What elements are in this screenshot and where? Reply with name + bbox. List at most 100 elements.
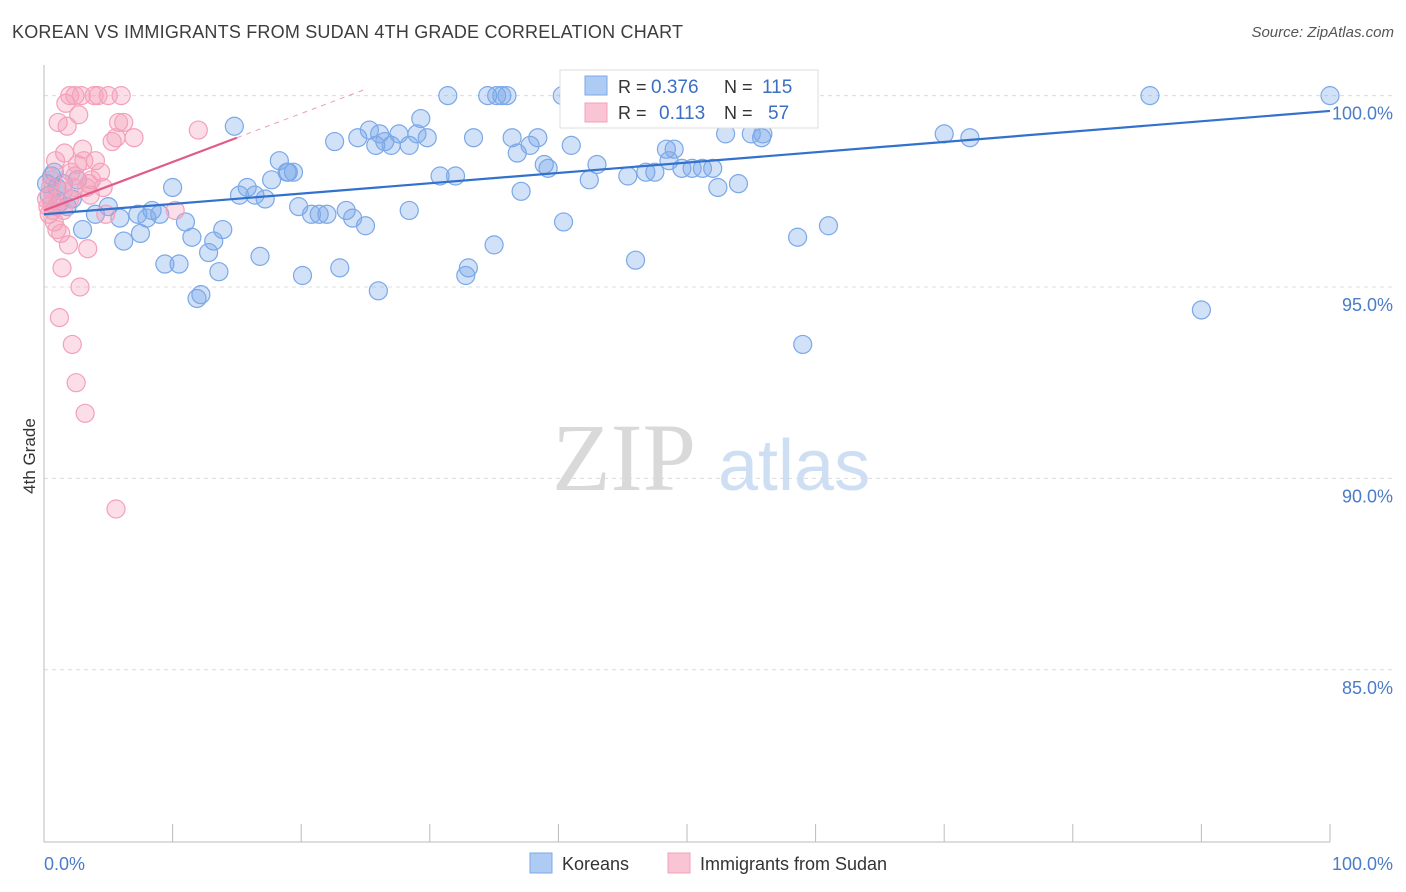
x-tick-label-left: 0.0% [44, 854, 85, 874]
point-koreans-102 [787, 227, 808, 247]
point-koreans-89 [656, 139, 677, 159]
point-koreans-42 [292, 265, 313, 286]
point-sudan-46 [102, 131, 122, 152]
point-koreans-64 [438, 86, 458, 106]
point-sudan-20 [60, 86, 80, 106]
point-koreans-67 [458, 258, 478, 278]
point-sudan-53 [165, 200, 185, 221]
point-koreans-37 [262, 170, 282, 190]
point-koreans-20 [155, 254, 175, 274]
point-koreans-48 [336, 200, 356, 221]
data-points [36, 86, 1340, 519]
point-koreans-36 [255, 189, 275, 209]
chart-title: KOREAN VS IMMIGRANTS FROM SUDAN 4TH GRAD… [12, 22, 684, 42]
point-koreans-96 [708, 177, 728, 198]
point-koreans-43 [301, 204, 322, 224]
point-koreans-14 [114, 231, 134, 251]
point-koreans-51 [355, 216, 376, 236]
point-koreans-31 [224, 116, 244, 136]
bottom-legend: Koreans Immigrants from Sudan [529, 852, 887, 874]
watermark: ZIP atlas [552, 404, 870, 511]
point-sudan-15 [54, 143, 75, 163]
point-sudan-4 [42, 193, 62, 213]
point-koreans-94 [692, 158, 713, 178]
point-sudan-13 [52, 258, 72, 278]
point-sudan-50 [114, 112, 134, 133]
stats-n-label-sudan: N = [724, 103, 753, 123]
point-koreans-46 [325, 131, 345, 152]
point-koreans-82 [561, 135, 581, 155]
point-koreans-59 [399, 200, 419, 221]
point-koreans-30 [209, 262, 229, 282]
point-koreans-88 [645, 162, 665, 182]
stats-n-value-koreans: 115 [762, 77, 792, 98]
point-sudan-32 [74, 151, 94, 171]
point-koreans-60 [407, 124, 427, 144]
y-tick-label-0: 100.0% [1332, 104, 1393, 124]
point-koreans-70 [484, 235, 504, 255]
point-koreans-80 [553, 212, 574, 232]
point-sudan-18 [58, 235, 79, 255]
point-sudan-22 [62, 334, 82, 355]
point-koreans-50 [348, 128, 368, 148]
source-label: Source: ZipAtlas.com [1251, 24, 1394, 41]
point-sudan-54 [188, 120, 208, 140]
point-koreans-29 [213, 219, 233, 240]
x-tick-label-right: 100.0% [1332, 854, 1393, 874]
point-sudan-40 [85, 151, 106, 171]
stats-n-label-koreans: N = [724, 77, 753, 97]
stats-swatch-sudan [584, 102, 608, 123]
point-sudan-3 [40, 177, 61, 198]
point-sudan-29 [70, 277, 90, 297]
stats-legend: R = 0.376 N = 115 R = 0.113 N = 57 [559, 69, 819, 129]
point-sudan-35 [78, 239, 98, 259]
watermark-zip: ZIP [552, 404, 696, 511]
stats-n-value-sudan: 57 [768, 103, 789, 124]
point-sudan-51 [106, 128, 126, 148]
point-koreans-75 [511, 181, 531, 201]
point-koreans-10 [72, 219, 93, 240]
stats-r-value-sudan: 0.113 [659, 103, 705, 124]
point-koreans-106 [960, 128, 980, 148]
point-koreans-72 [492, 86, 512, 106]
point-koreans-73 [502, 128, 522, 148]
point-koreans-71 [487, 86, 507, 106]
point-koreans-86 [625, 250, 646, 270]
stats-r-label-sudan: R = [618, 103, 647, 123]
point-sudan-25 [65, 86, 85, 106]
point-sudan-5 [42, 170, 62, 190]
point-koreans-91 [664, 139, 684, 159]
point-sudan-9 [47, 219, 67, 240]
trend-line-sudan-extension [236, 88, 366, 139]
point-koreans-62 [417, 128, 437, 148]
watermark-atlas: atlas [718, 426, 870, 506]
point-koreans-98 [728, 174, 749, 194]
point-sudan-47 [106, 499, 126, 519]
y-tick-label-3: 85.0% [1342, 678, 1393, 698]
point-koreans-108 [1191, 300, 1212, 320]
point-sudan-41 [88, 86, 108, 106]
point-sudan-52 [124, 128, 144, 148]
point-koreans-76 [520, 135, 540, 155]
point-sudan-17 [57, 116, 77, 136]
point-koreans-95 [703, 158, 723, 178]
stats-swatch-koreans [584, 75, 608, 96]
point-koreans-113 [278, 162, 298, 182]
legend-swatch-koreans [529, 852, 553, 874]
y-tick-label-1: 95.0% [1342, 295, 1393, 315]
point-sudan-26 [66, 373, 86, 393]
stats-r-label-koreans: R = [618, 77, 647, 97]
point-koreans-40 [283, 162, 304, 182]
point-koreans-25 [187, 288, 207, 309]
point-koreans-109 [1320, 86, 1340, 106]
point-koreans-45 [317, 204, 337, 224]
point-koreans-93 [682, 158, 702, 178]
point-sudan-48 [108, 112, 129, 133]
legend-label-koreans: Koreans [562, 854, 629, 874]
point-koreans-21 [163, 177, 183, 198]
point-sudan-11 [49, 308, 70, 328]
point-koreans-107 [1140, 86, 1160, 106]
point-koreans-12 [98, 197, 118, 217]
point-koreans-34 [245, 185, 265, 205]
